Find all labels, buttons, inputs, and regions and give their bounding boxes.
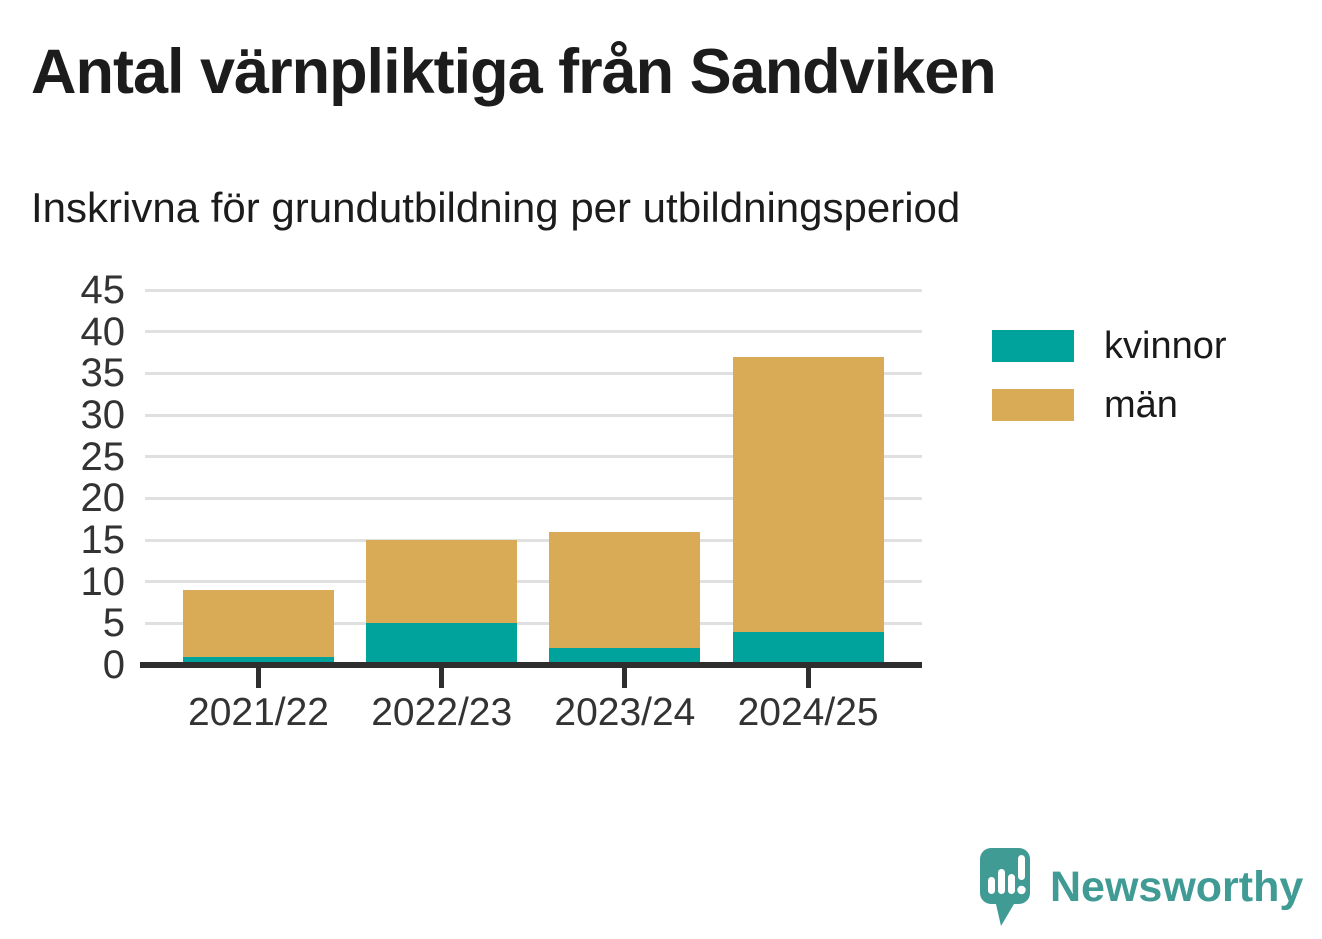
x-axis-tick-label: 2024/25 bbox=[737, 691, 879, 734]
gridline-35 bbox=[145, 371, 922, 375]
y-axis-tick-label: 45 bbox=[80, 268, 126, 312]
gridline-20 bbox=[145, 496, 922, 500]
chart-title: Antal värnpliktiga från Sandviken bbox=[31, 37, 997, 107]
y-axis-tick-label: 20 bbox=[80, 476, 126, 521]
y-axis-tick-label: 0 bbox=[102, 643, 125, 687]
bar-segment-män-2024/25 bbox=[732, 356, 884, 632]
legend: kvinnor män bbox=[992, 325, 1227, 448]
legend-label-kvinnor: kvinnor bbox=[1104, 324, 1227, 367]
bar-segment-kvinnor-2021/22 bbox=[183, 656, 334, 665]
gridline-40 bbox=[145, 330, 922, 334]
legend-swatch-män bbox=[992, 389, 1074, 421]
gridline-30 bbox=[145, 413, 922, 417]
gridline-45 bbox=[145, 288, 922, 292]
bar-segment-kvinnor-2023/24 bbox=[549, 648, 701, 665]
y-axis-tick-label: 15 bbox=[80, 518, 126, 562]
gridline-5 bbox=[145, 621, 922, 625]
legend-label-män: män bbox=[1104, 383, 1178, 426]
gridline-25 bbox=[145, 455, 922, 459]
x-axis-tick-label: 2021/22 bbox=[188, 691, 329, 734]
chart-subtitle: Inskrivna för grundutbildning per utbild… bbox=[31, 184, 961, 231]
bar-segment-män-2022/23 bbox=[366, 540, 518, 624]
y-axis-tick-label: 5 bbox=[102, 601, 125, 646]
gridline-15 bbox=[145, 538, 922, 542]
x-axis-tick bbox=[439, 668, 445, 688]
x-axis-tick-label: 2022/23 bbox=[371, 691, 513, 734]
x-axis-tick-label: 2023/24 bbox=[554, 691, 696, 734]
y-axis-tick-label: 25 bbox=[80, 434, 126, 479]
bar-segment-män-2021/22 bbox=[183, 590, 334, 657]
y-axis-tick-label: 35 bbox=[80, 351, 126, 396]
x-axis-tick bbox=[256, 668, 261, 688]
x-axis-line bbox=[140, 662, 922, 668]
newsworthy-logo-icon bbox=[980, 848, 1030, 926]
y-axis-tick-label: 10 bbox=[80, 559, 126, 604]
gridline-10 bbox=[145, 580, 922, 584]
newsworthy-logo-text: Newsworthy bbox=[1050, 862, 1304, 911]
bar-segment-kvinnor-2024/25 bbox=[732, 631, 884, 665]
legend-item-män: män bbox=[992, 384, 1227, 426]
bar-segment-män-2023/24 bbox=[549, 531, 701, 649]
y-axis-tick-label: 40 bbox=[80, 309, 126, 354]
x-axis-tick bbox=[805, 668, 811, 688]
legend-item-kvinnor: kvinnor bbox=[992, 325, 1227, 367]
branding: Newsworthy bbox=[978, 846, 1303, 928]
y-axis-tick-label: 30 bbox=[80, 393, 126, 437]
x-axis-tick bbox=[622, 668, 628, 688]
legend-swatch-kvinnor bbox=[992, 330, 1074, 362]
bar-segment-kvinnor-2022/23 bbox=[366, 623, 518, 665]
